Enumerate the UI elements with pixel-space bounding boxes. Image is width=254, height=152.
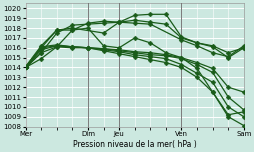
X-axis label: Pression niveau de la mer( hPa ): Pression niveau de la mer( hPa ) (73, 140, 196, 149)
